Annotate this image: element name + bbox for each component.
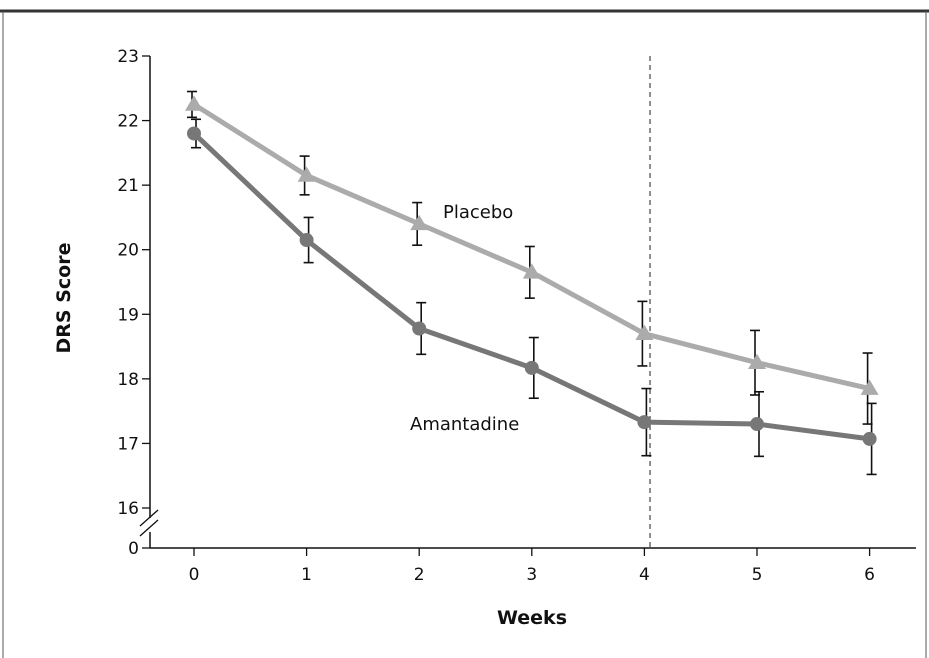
series-label-placebo: Placebo bbox=[443, 202, 513, 223]
data-point-placebo bbox=[297, 166, 316, 182]
data-point-amantadine bbox=[750, 417, 764, 432]
data-point-amantadine bbox=[299, 233, 314, 248]
x-axis-title: Weeks bbox=[497, 607, 567, 629]
x-tick-label: 2 bbox=[414, 565, 425, 585]
y-axis-title: DRS Score bbox=[53, 243, 75, 354]
y-axis-break-mark bbox=[139, 509, 159, 527]
y-tick-label: 21 bbox=[117, 176, 139, 196]
y-tick-label: 17 bbox=[117, 434, 139, 454]
x-tick-label: 0 bbox=[189, 565, 200, 585]
data-point-amantadine bbox=[187, 126, 201, 141]
y-tick-label: 16 bbox=[117, 499, 139, 519]
x-tick-label: 6 bbox=[864, 565, 875, 585]
series-label-amantadine: Amantadine bbox=[410, 414, 519, 435]
data-point-amantadine bbox=[862, 431, 877, 446]
y-tick-label: 18 bbox=[117, 370, 139, 390]
series-group bbox=[185, 90, 879, 476]
data-point-amantadine bbox=[637, 415, 652, 430]
y-tick-label: 23 bbox=[117, 47, 139, 67]
data-point-placebo bbox=[860, 379, 879, 395]
data-point-placebo bbox=[522, 263, 541, 279]
y-tick-label: 19 bbox=[117, 305, 139, 325]
data-point-placebo bbox=[748, 353, 766, 370]
x-tick-label: 3 bbox=[526, 565, 537, 585]
series-placebo bbox=[185, 90, 879, 425]
data-point-placebo bbox=[635, 324, 654, 340]
data-point-placebo bbox=[185, 95, 203, 111]
y-axis-break-mark bbox=[139, 519, 159, 537]
data-point-amantadine bbox=[524, 360, 539, 375]
data-point-amantadine bbox=[412, 321, 427, 336]
x-tick-label: 1 bbox=[301, 565, 312, 585]
y-tick-label: 22 bbox=[117, 112, 139, 132]
x-tick-label: 5 bbox=[752, 565, 763, 585]
series-line-amantadine bbox=[192, 131, 870, 442]
y-tick-label: 20 bbox=[117, 241, 139, 261]
series-amantadine bbox=[187, 118, 877, 476]
x-tick-label: 4 bbox=[639, 565, 650, 585]
y-tick-label-zero: 0 bbox=[128, 539, 139, 559]
data-point-placebo bbox=[410, 214, 429, 231]
